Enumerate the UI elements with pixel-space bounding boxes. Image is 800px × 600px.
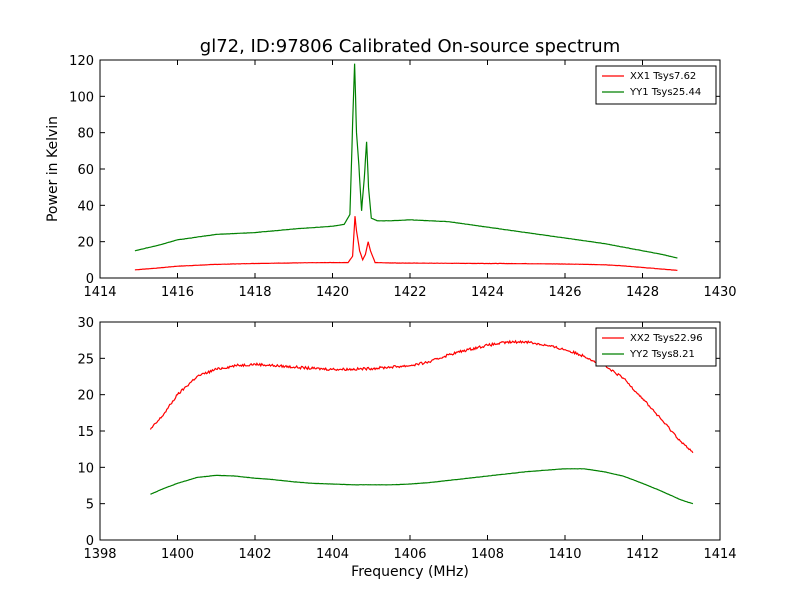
x-tick-label: 1408 [471, 547, 504, 562]
series-line-yy1 [134, 63, 678, 259]
y-tick-label: 15 [77, 425, 94, 440]
y-axis-label: Power in Kelvin [45, 116, 61, 222]
x-tick-label: 1414 [83, 285, 116, 300]
x-tick-label: 1426 [548, 285, 581, 300]
x-tick-label: 1406 [393, 547, 426, 562]
y-tick-label: 40 [77, 199, 94, 214]
x-tick-label: 1412 [626, 547, 659, 562]
x-tick-label: 1420 [316, 285, 349, 300]
y-tick-label: 5 [86, 498, 94, 513]
y-tick-label: 0 [86, 534, 94, 549]
x-tick-label: 1422 [393, 285, 426, 300]
y-tick-label: 100 [69, 90, 94, 105]
x-axis-label: Frequency (MHz) [351, 564, 469, 580]
legend: XX2 Tsys22.96 YY2 Tsys8.21 [595, 327, 717, 367]
series-line-xx1 [134, 216, 678, 271]
legend-entry: YY1 Tsys25.44 [629, 87, 701, 98]
y-tick-label: 10 [77, 461, 94, 476]
x-tick-label: 1410 [548, 547, 581, 562]
series-line-yy2 [150, 468, 694, 505]
x-tick-label: 1404 [316, 547, 349, 562]
legend-box [595, 327, 717, 367]
chart-title: gl72, ID:97806 Calibrated On-source spec… [200, 36, 620, 57]
y-tick-label: 120 [69, 54, 94, 69]
y-tick-label: 0 [86, 272, 94, 287]
x-tick-label: 1430 [703, 285, 736, 300]
y-tick-label: 20 [77, 236, 94, 251]
top-panel: 1414 1416 1418 1420 1422 1424 1426 1428 1430 0 20 4… [45, 54, 737, 300]
y-tick-label: 20 [77, 389, 94, 404]
legend-box [595, 65, 717, 105]
x-tick-label: 1400 [161, 547, 194, 562]
x-tick-label: 1418 [238, 285, 271, 300]
y-tick-label: 80 [77, 127, 94, 142]
legend-entry: XX1 Tsys7.62 [630, 71, 696, 82]
legend-entry: XX2 Tsys22.96 [630, 333, 703, 344]
bottom-panel: 1398 1400 1402 1404 1406 1408 1410 1412 1414 0 5 10… [77, 316, 736, 580]
y-tick-label: 60 [77, 163, 94, 178]
legend: XX1 Tsys7.62 YY1 Tsys25.44 [595, 65, 717, 105]
y-tick-label: 30 [77, 316, 94, 331]
x-tick-label: 1424 [471, 285, 504, 300]
x-tick-label: 1416 [161, 285, 194, 300]
x-tick-label: 1414 [703, 547, 736, 562]
x-tick-label: 1398 [83, 547, 116, 562]
y-tick-label: 25 [77, 352, 94, 367]
x-tick-label: 1428 [626, 285, 659, 300]
x-tick-label: 1402 [238, 547, 271, 562]
legend-entry: YY2 Tsys8.21 [629, 349, 695, 360]
